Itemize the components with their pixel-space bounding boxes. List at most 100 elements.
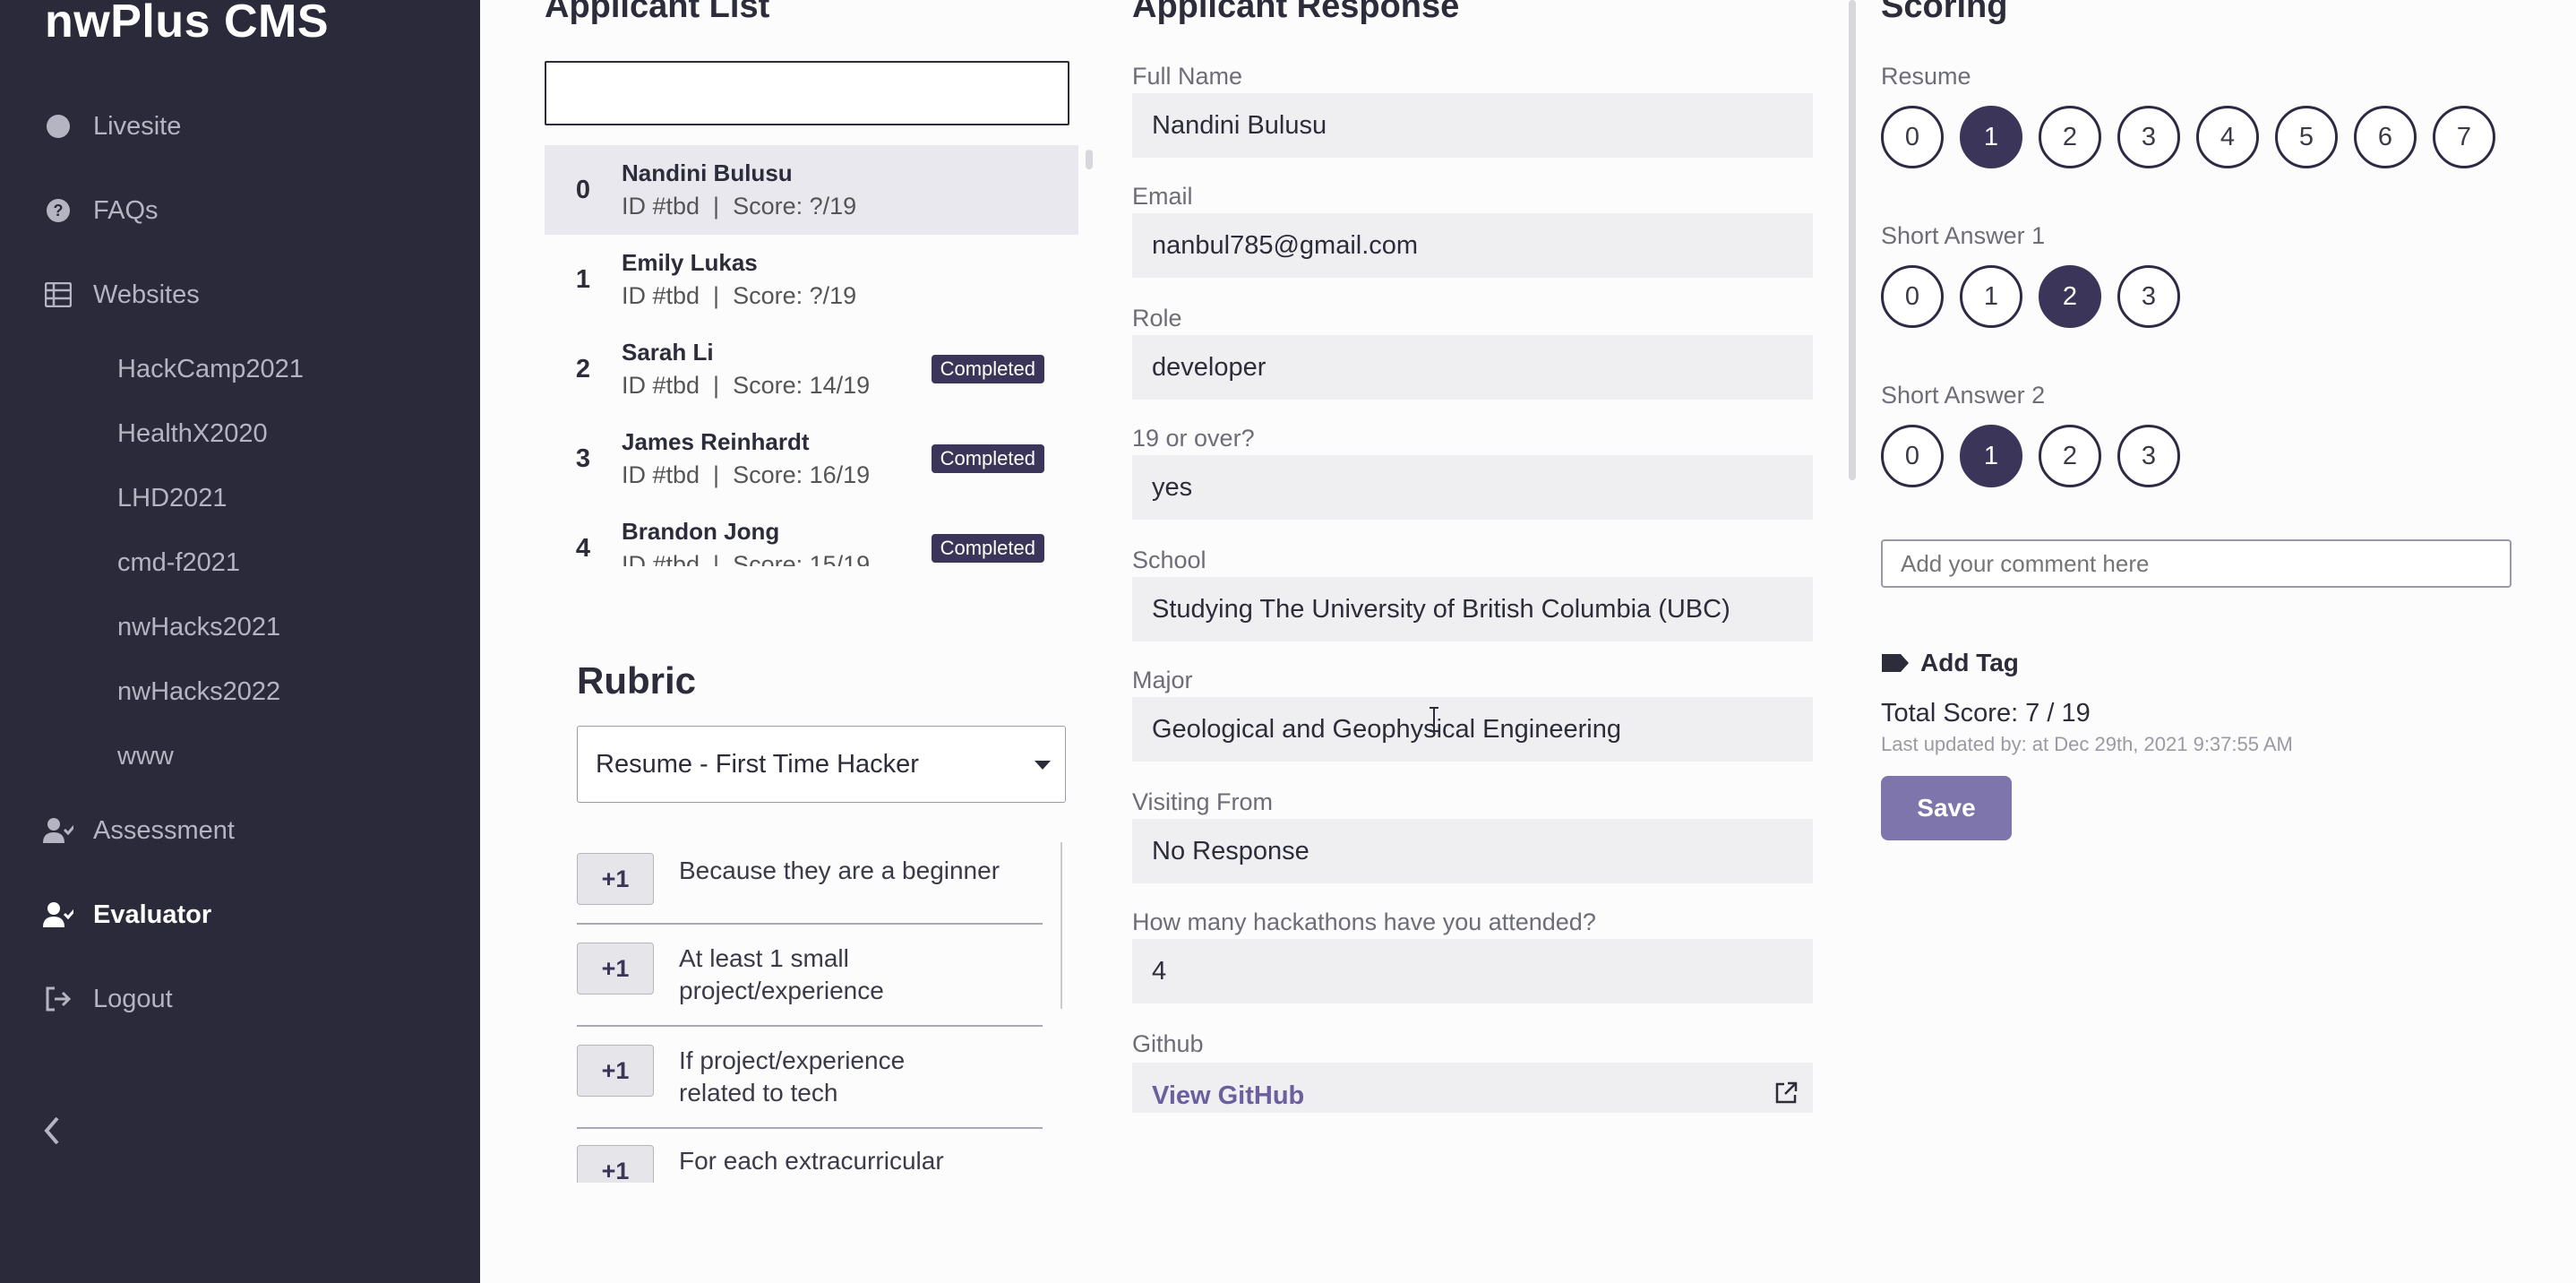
applicant-index: 3 (575, 443, 591, 473)
logout-icon (43, 984, 73, 1014)
total-score: Total Score: 7 / 19 (1881, 699, 2091, 728)
comment-input[interactable] (1881, 539, 2512, 588)
applicant-index: 2 (575, 354, 591, 383)
rubric-item: +1 For each extracurricular (577, 1145, 1043, 1183)
score-option[interactable]: 3 (2117, 425, 2180, 487)
hackathons-field: 4 (1132, 939, 1813, 1003)
score-option[interactable]: 2 (2039, 425, 2101, 487)
applicant-meta: ID #tbd | Score: 14/19 (622, 372, 871, 399)
score-option[interactable]: 3 (2117, 265, 2180, 328)
circle-icon (43, 111, 73, 142)
divider (577, 923, 1043, 925)
github-link-label: View GitHub (1152, 1081, 1305, 1110)
applicant-row[interactable]: 1 Emily Lukas ID #tbd | Score: ?/19 (545, 235, 1078, 324)
score-option[interactable]: 0 (1881, 106, 1944, 168)
applicant-name: Sarah Li (622, 339, 714, 366)
rubric-item: +1 At least 1 small project/experience (577, 943, 1043, 1007)
applicant-row[interactable]: 2 Sarah Li ID #tbd | Score: 14/19 Comple… (545, 324, 1078, 414)
field-label: Email (1132, 183, 1193, 210)
nav-websites[interactable]: Websites (43, 280, 200, 310)
applicant-index: 4 (575, 533, 591, 563)
nav-livesite[interactable]: Livesite (43, 111, 181, 142)
rubric-select-value: Resume - First Time Hacker (596, 749, 919, 779)
applicant-list-scrollbar[interactable] (1086, 150, 1093, 169)
caret-down-icon (1035, 761, 1051, 770)
add-point-button[interactable]: +1 (577, 853, 654, 905)
nav-evaluator[interactable]: Evaluator (43, 900, 211, 930)
field-label: How many hackathons have you attended? (1132, 908, 1596, 935)
score-option[interactable]: 6 (2354, 106, 2417, 168)
score-option[interactable]: 1 (1960, 425, 2022, 487)
add-tag-label: Add Tag (1920, 649, 2019, 676)
website-item[interactable]: LHD2021 (117, 484, 228, 512)
add-tag-button[interactable]: Add Tag (1881, 649, 2019, 677)
last-updated: Last updated by: at Dec 29th, 2021 9:37:… (1881, 733, 2293, 755)
applicant-name: Nandini Bulusu (622, 159, 793, 186)
divider (577, 1127, 1043, 1129)
score-option[interactable]: 4 (2196, 106, 2259, 168)
divider (577, 1025, 1043, 1027)
applicant-index: 1 (575, 264, 591, 294)
collapse-sidebar-button[interactable] (39, 1113, 66, 1149)
website-item[interactable]: cmd-f2021 (117, 548, 241, 577)
age-field: yes (1132, 455, 1813, 520)
score-option[interactable]: 7 (2433, 106, 2495, 168)
resume-score-label: Resume (1881, 63, 1971, 90)
rubric-select[interactable]: Resume - First Time Hacker (577, 726, 1066, 803)
field-label: Full Name (1132, 63, 1243, 90)
score-option[interactable]: 2 (2039, 265, 2101, 328)
applicant-list-title: Applicant List (545, 0, 770, 25)
major-field: Geological and Geophysical Engineering (1132, 697, 1813, 762)
field-label: 19 or over? (1132, 425, 1255, 452)
score-option[interactable]: 1 (1960, 265, 2022, 328)
resume-score-options: 0 1 2 3 4 5 6 7 (1881, 106, 2512, 168)
rubric-scrollbar[interactable] (1060, 842, 1062, 1009)
website-item[interactable]: HealthX2020 (117, 419, 268, 448)
short-answer-1-options: 0 1 2 3 (1881, 265, 2196, 328)
website-item[interactable]: www (117, 742, 174, 771)
short-answer-1-label: Short Answer 1 (1881, 222, 2046, 249)
score-option[interactable]: 5 (2275, 106, 2338, 168)
website-item[interactable]: nwHacks2021 (117, 613, 281, 642)
score-option[interactable]: 0 (1881, 425, 1944, 487)
short-answer-2-options: 0 1 2 3 (1881, 425, 2196, 487)
status-badge: Completed (931, 444, 1044, 473)
status-badge: Completed (931, 355, 1044, 383)
nav-logout-label: Logout (93, 984, 173, 1013)
score-option[interactable]: 3 (2117, 106, 2180, 168)
status-badge: Completed (931, 534, 1044, 563)
github-link[interactable]: View GitHub (1132, 1063, 1813, 1113)
nav-faqs[interactable]: ? FAQs (43, 195, 159, 226)
nav-websites-label: Websites (93, 280, 200, 309)
score-option[interactable]: 0 (1881, 265, 1944, 328)
score-option[interactable]: 2 (2039, 106, 2101, 168)
applicant-row[interactable]: 4 Brandon Jong ID #tbd | Score: 15/19 Co… (545, 504, 1078, 566)
full-name-field: Nandini Bulusu (1132, 93, 1813, 158)
website-item[interactable]: nwHacks2022 (117, 677, 281, 706)
score-option[interactable]: 1 (1960, 106, 2022, 168)
rubric-item-text: If project/experience related to tech (679, 1046, 906, 1106)
add-point-button[interactable]: +1 (577, 943, 654, 995)
add-point-button[interactable]: +1 (577, 1145, 654, 1183)
email-field: nanbul785@gmail.com (1132, 213, 1813, 278)
question-icon: ? (43, 195, 73, 226)
user-check-icon (43, 900, 73, 930)
nav-assessment-label: Assessment (93, 815, 235, 845)
table-icon (43, 280, 73, 310)
add-point-button[interactable]: +1 (577, 1045, 654, 1097)
applicant-search-input[interactable] (545, 61, 1069, 125)
chevron-left-icon (44, 1116, 59, 1145)
applicant-row[interactable]: 0 Nandini Bulusu ID #tbd | Score: ?/19 (545, 145, 1078, 235)
response-scrollbar[interactable] (1849, 0, 1856, 480)
website-item[interactable]: HackCamp2021 (117, 355, 304, 383)
nav-logout[interactable]: Logout (43, 984, 173, 1014)
rubric-list: +1 Because they are a beginner +1 At lea… (577, 842, 1075, 1183)
rubric-item: +1 Because they are a beginner (577, 853, 1043, 905)
field-label: Major (1132, 667, 1193, 693)
nav-assessment[interactable]: Assessment (43, 815, 235, 846)
applicant-row[interactable]: 3 James Reinhardt ID #tbd | Score: 16/19… (545, 414, 1078, 504)
nav-faqs-label: FAQs (93, 195, 159, 225)
save-button[interactable]: Save (1881, 776, 2012, 840)
external-link-icon (1775, 1081, 1798, 1104)
applicant-list: 0 Nandini Bulusu ID #tbd | Score: ?/19 1… (545, 145, 1078, 566)
